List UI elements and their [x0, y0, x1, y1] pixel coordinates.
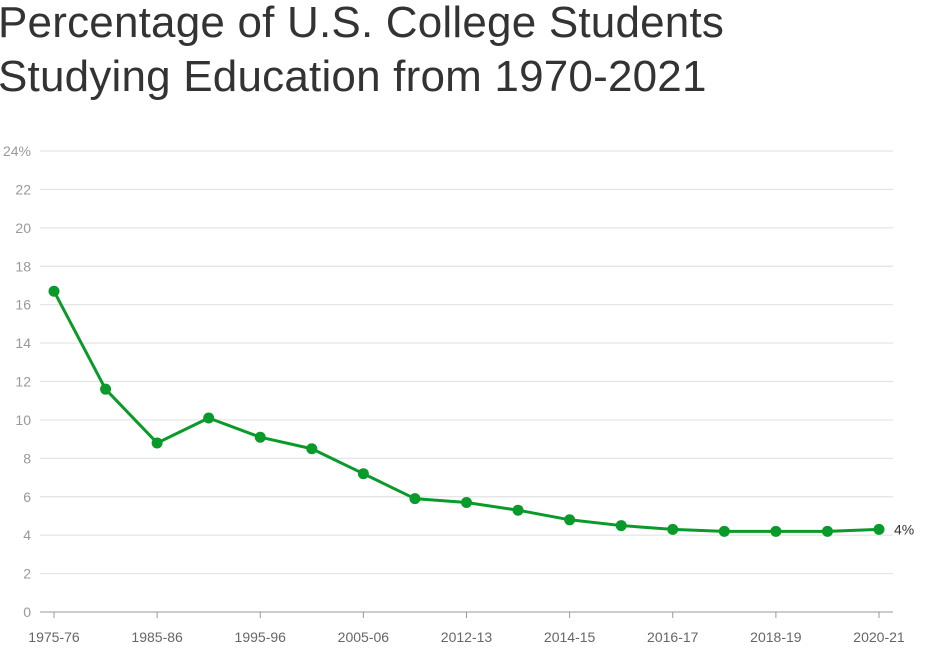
x-tick-label: 2016-17 — [647, 629, 699, 645]
data-point — [203, 412, 215, 424]
data-point — [615, 520, 627, 532]
data-point — [821, 525, 833, 537]
y-tick-label: 18 — [15, 258, 31, 274]
data-point — [357, 468, 369, 480]
data-point — [770, 525, 782, 537]
y-tick-label: 16 — [15, 297, 31, 313]
data-point — [409, 493, 421, 505]
data-point — [461, 497, 472, 509]
title-line-1: Percentage of U.S. College Students — [0, 0, 725, 47]
x-tick-label: 2005-06 — [338, 629, 390, 645]
x-tick-label: 2012-13 — [441, 629, 493, 645]
x-tick-label: 2020-21 — [853, 629, 905, 645]
y-tick-label: 6 — [23, 489, 31, 505]
y-tick-label: 14 — [15, 335, 31, 351]
data-point — [873, 523, 885, 535]
data-point — [254, 431, 266, 443]
x-tick-label: 1985-86 — [131, 629, 183, 645]
end-value-label: 4% — [894, 521, 914, 537]
data-point — [718, 525, 730, 537]
y-tick-label: 0 — [23, 604, 31, 620]
data-point — [564, 514, 576, 526]
series-line — [52, 290, 880, 533]
y-tick-label: 24% — [3, 143, 31, 159]
y-tick-label: 12 — [15, 374, 31, 390]
data-point — [48, 285, 60, 297]
data-point — [667, 523, 679, 535]
data-point — [306, 443, 318, 455]
y-tick-label: 22 — [15, 181, 31, 197]
data-point — [512, 504, 524, 516]
chart-title: Percentage of U.S. College Students Stud… — [0, 0, 724, 104]
title-line-2: Studying Education from 1970-2021 — [0, 52, 707, 101]
x-tick-label: 1975-76 — [28, 629, 80, 645]
x-tick-label: 2018-19 — [750, 629, 802, 645]
x-tick-label: 2014-15 — [544, 629, 596, 645]
y-tick-label: 4 — [23, 527, 31, 543]
y-tick-label: 8 — [23, 450, 31, 466]
y-tick-label: 2 — [23, 566, 31, 582]
x-tick-label: 1995-96 — [235, 629, 287, 645]
data-point — [151, 437, 163, 449]
data-point — [100, 383, 112, 395]
y-tick-label: 10 — [15, 412, 31, 428]
y-tick-label: 20 — [15, 220, 31, 236]
